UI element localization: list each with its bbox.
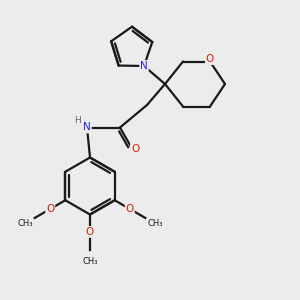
Text: CH₃: CH₃ <box>148 219 163 228</box>
Text: O: O <box>206 54 214 64</box>
Text: N: N <box>83 122 91 133</box>
Text: CH₃: CH₃ <box>17 219 32 228</box>
Text: O: O <box>131 143 139 154</box>
Text: H: H <box>74 116 81 125</box>
Text: N: N <box>140 61 148 71</box>
Text: O: O <box>86 227 94 237</box>
Text: O: O <box>126 204 134 214</box>
Text: O: O <box>46 204 54 214</box>
Text: CH₃: CH₃ <box>82 257 98 266</box>
